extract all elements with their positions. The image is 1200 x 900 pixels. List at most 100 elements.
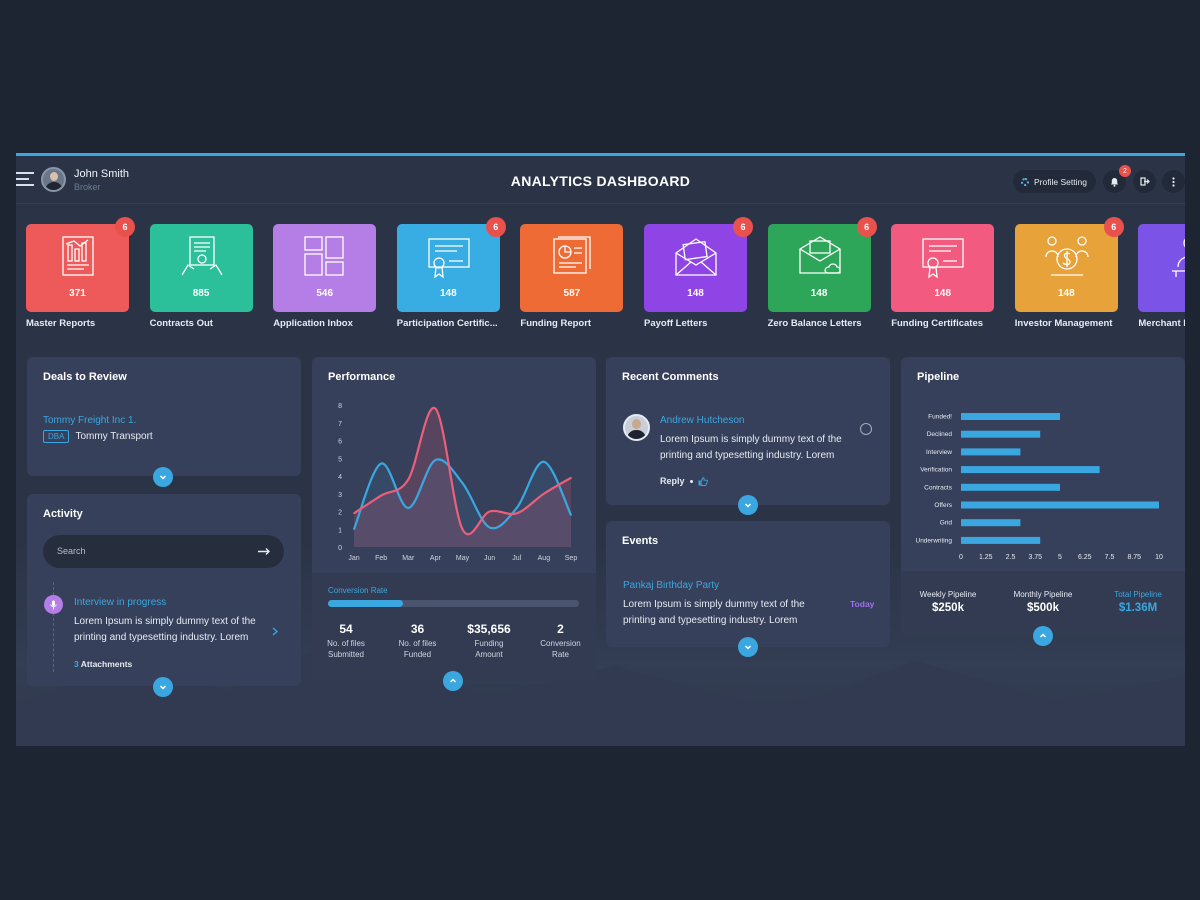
tile-badge: 6 bbox=[485, 217, 506, 237]
tile-count: 148 bbox=[439, 288, 457, 299]
tile-funding-certificates[interactable]: 148 bbox=[891, 224, 995, 312]
deals-expand-button[interactable] bbox=[153, 467, 173, 487]
logout-button[interactable] bbox=[1133, 170, 1156, 193]
event-text-line-1: Lorem Ipsum is simply dummy text of the bbox=[623, 599, 805, 610]
attachments-link[interactable]: 3 Attachments bbox=[74, 659, 132, 669]
chevron-up-icon bbox=[1039, 633, 1047, 638]
pie-report-icon bbox=[553, 236, 592, 274]
tile-application-inbox[interactable]: 546 bbox=[273, 224, 377, 312]
tile-contracts-out[interactable]: 885 bbox=[149, 224, 253, 312]
tile-payoff-letters[interactable]: 148 6 bbox=[644, 217, 753, 312]
stat-item: 54 No. of files Submitted bbox=[311, 622, 381, 659]
data-point bbox=[515, 507, 518, 509]
tile-count: 148 bbox=[934, 288, 952, 299]
logout-icon bbox=[1139, 177, 1150, 186]
y-tick-label: 8 bbox=[338, 403, 342, 410]
conversion-progress-track bbox=[328, 600, 579, 607]
tile-funding-report[interactable]: 587 bbox=[520, 224, 624, 312]
data-point bbox=[380, 494, 382, 497]
events-card: Events Pankaj Birthday Party Lorem Ipsum… bbox=[606, 521, 890, 647]
data-point bbox=[434, 459, 437, 461]
comment-author[interactable]: Andrew Hutcheson bbox=[660, 415, 745, 426]
x-tick-label: 2.5 bbox=[1006, 554, 1016, 561]
chevron-up-icon bbox=[449, 678, 457, 683]
profile-setting-button[interactable]: Profile Setting bbox=[1013, 170, 1096, 193]
tile-label: Contracts Out bbox=[149, 318, 213, 329]
tile-master-reports[interactable]: 371 6 bbox=[26, 217, 135, 312]
reply-link[interactable]: Reply bbox=[660, 476, 685, 486]
deal-company-link[interactable]: Tommy Freight Inc 1. bbox=[43, 415, 137, 426]
data-point bbox=[488, 510, 491, 513]
user-name: John Smith bbox=[74, 168, 130, 180]
comment-radio[interactable] bbox=[860, 423, 872, 435]
data-point bbox=[380, 462, 382, 465]
category-label: Interview bbox=[926, 449, 952, 456]
x-tick-label: Aug bbox=[538, 555, 551, 562]
category-label: Offers bbox=[934, 502, 952, 509]
series-area bbox=[354, 407, 571, 547]
tile-badge: 6 bbox=[115, 217, 135, 237]
thumbs-up-icon[interactable] bbox=[698, 476, 708, 486]
tile-label: Merchant I bbox=[1138, 318, 1185, 329]
pipeline-collapse-button[interactable] bbox=[1033, 626, 1053, 646]
tile-label: Zero Balance Letters bbox=[767, 318, 862, 329]
tile-count: 546 bbox=[316, 288, 334, 299]
events-expand-button[interactable] bbox=[738, 637, 758, 657]
menu-icon[interactable] bbox=[16, 172, 34, 186]
series-area bbox=[354, 459, 571, 547]
data-point bbox=[353, 512, 355, 515]
chevron-right-icon[interactable] bbox=[272, 627, 278, 636]
stat-label-1: Funding bbox=[474, 639, 504, 648]
x-tick-label: 10 bbox=[1155, 554, 1163, 561]
performance-card: Performance 0 1 2 3 4 5 6 7 8 Jan Feb Mar Apr May Jun J… bbox=[312, 357, 596, 681]
tile-count: 371 bbox=[69, 288, 86, 299]
comment-text: Lorem Ipsum is simply dummy text of the … bbox=[660, 432, 842, 464]
x-tick-label: Feb bbox=[375, 555, 387, 562]
avatar[interactable] bbox=[41, 167, 66, 192]
stat-label-2: Amount bbox=[475, 650, 503, 659]
activity-expand-button[interactable] bbox=[153, 677, 173, 697]
y-tick-label: 3 bbox=[338, 492, 342, 499]
stat-item: $35,656 Funding Amount bbox=[454, 622, 524, 659]
pipeline-bar-chart: Funded! Declined Interview Verification Cont… bbox=[916, 413, 1163, 561]
tile-merchant-i[interactable] bbox=[1138, 224, 1185, 312]
category-label: Contracts bbox=[924, 484, 953, 491]
activity-search-input[interactable]: Search bbox=[43, 535, 284, 568]
pipeline-bar bbox=[961, 483, 1060, 491]
comments-expand-button[interactable] bbox=[738, 495, 758, 515]
chevron-down-icon bbox=[744, 645, 752, 650]
y-tick-label: 5 bbox=[338, 456, 342, 463]
y-tick-label: 7 bbox=[338, 421, 342, 428]
stat-label-1: Conversion bbox=[540, 639, 581, 648]
contract-icon bbox=[181, 236, 223, 276]
x-tick-label: 8.75 bbox=[1127, 554, 1141, 561]
notification-button[interactable]: 2 bbox=[1103, 165, 1131, 193]
tile-badge: 6 bbox=[1103, 217, 1124, 237]
tile-label: Funding Report bbox=[520, 318, 592, 329]
event-title-link[interactable]: Pankaj Birthday Party bbox=[623, 580, 720, 591]
arrow-right-icon[interactable] bbox=[258, 547, 271, 556]
comments-title: Recent Comments bbox=[622, 371, 719, 383]
separator-dot bbox=[689, 479, 693, 483]
performance-line-chart: 0 1 2 3 4 5 6 7 8 Jan Feb Mar Apr May Jun Jul Aug Sep bbox=[338, 403, 577, 562]
deals-title: Deals to Review bbox=[43, 371, 127, 383]
x-tick-label: 5 bbox=[1058, 554, 1062, 561]
data-point bbox=[515, 512, 518, 515]
report-icon bbox=[62, 236, 94, 276]
tile-participation-certific[interactable]: 148 6 bbox=[396, 217, 506, 312]
data-point bbox=[570, 476, 572, 479]
x-tick-label: Mar bbox=[402, 555, 415, 562]
comment-text-line-2: printing and typesetting industry. Lorem bbox=[660, 450, 835, 461]
event-when: Today bbox=[850, 599, 875, 609]
performance-collapse-button[interactable] bbox=[443, 671, 463, 691]
chevron-down-icon bbox=[159, 685, 167, 690]
tile-zero-balance-letters[interactable]: 148 6 bbox=[767, 217, 877, 312]
x-tick-label: Jan bbox=[348, 555, 359, 562]
attachments-label: Attachments bbox=[80, 659, 133, 669]
avatar[interactable] bbox=[623, 414, 650, 441]
gear-icon bbox=[1021, 177, 1029, 186]
tile-investor-management[interactable]: 148 6 bbox=[1014, 217, 1124, 312]
more-options-button[interactable] bbox=[1162, 170, 1185, 193]
comment-actions: Reply bbox=[660, 476, 708, 486]
pipeline-bar bbox=[961, 448, 1021, 456]
